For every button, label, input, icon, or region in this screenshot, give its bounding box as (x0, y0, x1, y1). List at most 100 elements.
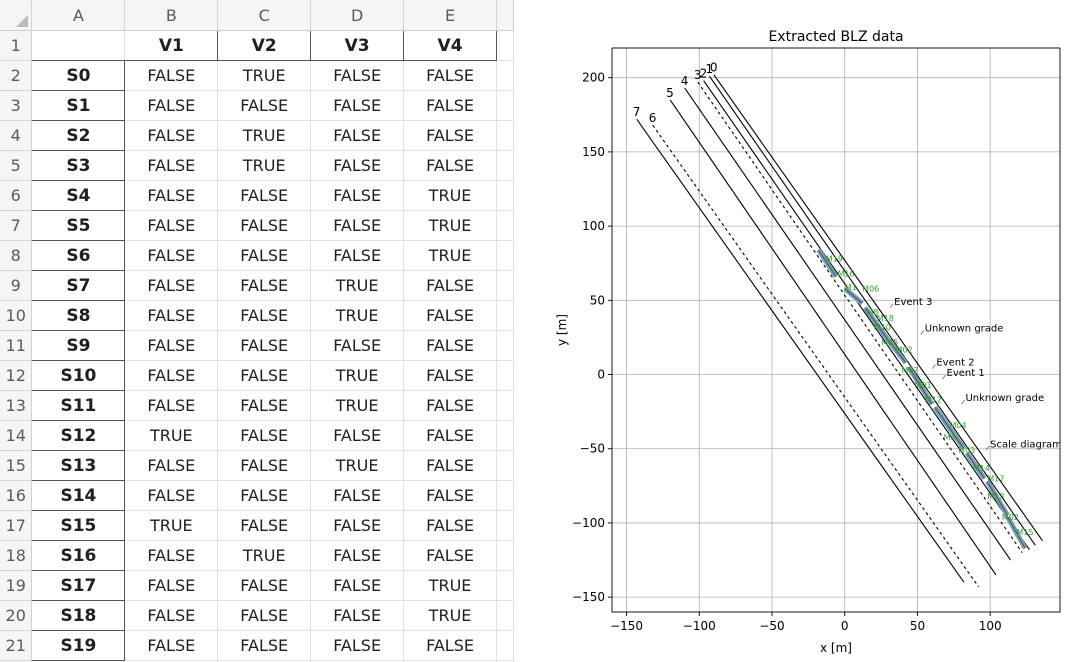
row-header[interactable]: 10 (0, 300, 33, 331)
row-label-cell[interactable]: S14 (31, 480, 126, 511)
data-cell[interactable]: FALSE (217, 480, 312, 511)
data-cell[interactable]: TRUE (124, 420, 219, 451)
data-cell[interactable]: FALSE (217, 390, 312, 421)
data-cell[interactable]: FALSE (217, 300, 312, 331)
row-header[interactable]: 3 (0, 90, 33, 121)
row-label-cell[interactable]: S19 (31, 630, 126, 661)
data-cell[interactable]: FALSE (403, 60, 497, 91)
column-header-extra[interactable] (496, 0, 514, 31)
data-cell[interactable]: FALSE (124, 90, 219, 121)
row-header[interactable]: 14 (0, 420, 33, 451)
data-cell[interactable]: FALSE (310, 90, 405, 121)
data-cell[interactable]: FALSE (403, 330, 497, 361)
cell-extra[interactable] (496, 360, 514, 391)
row-header[interactable]: 20 (0, 600, 33, 631)
data-cell[interactable]: FALSE (124, 240, 219, 271)
header-cell-v2[interactable]: V2 (217, 30, 312, 61)
cell-extra[interactable] (496, 60, 514, 91)
data-cell[interactable]: FALSE (310, 180, 405, 211)
data-cell[interactable]: FALSE (217, 90, 312, 121)
row-header[interactable]: 19 (0, 570, 33, 601)
row-label-cell[interactable]: S5 (31, 210, 126, 241)
data-cell[interactable]: FALSE (124, 180, 219, 211)
empty-cell[interactable] (124, 660, 219, 662)
row-header[interactable]: 17 (0, 510, 33, 541)
row-label-cell[interactable]: S7 (31, 270, 126, 301)
data-cell[interactable]: TRUE (217, 150, 312, 181)
data-cell[interactable]: TRUE (310, 390, 405, 421)
row-label-cell[interactable]: S6 (31, 240, 126, 271)
data-cell[interactable]: FALSE (124, 600, 219, 631)
data-cell[interactable]: FALSE (124, 570, 219, 601)
cell-extra[interactable] (496, 540, 514, 571)
cell-extra[interactable] (496, 420, 514, 451)
data-cell[interactable]: FALSE (217, 600, 312, 631)
empty-cell[interactable] (403, 660, 497, 662)
data-cell[interactable]: TRUE (217, 120, 312, 151)
row-label-cell[interactable]: S4 (31, 180, 126, 211)
data-cell[interactable]: FALSE (217, 510, 312, 541)
data-cell[interactable]: TRUE (403, 600, 497, 631)
row-header[interactable]: 21 (0, 630, 33, 661)
cell-extra[interactable] (496, 450, 514, 481)
data-cell[interactable]: FALSE (310, 600, 405, 631)
data-cell[interactable]: FALSE (217, 420, 312, 451)
data-cell[interactable]: TRUE (217, 60, 312, 91)
data-cell[interactable]: FALSE (403, 450, 497, 481)
cell-extra[interactable] (496, 300, 514, 331)
cell-extra[interactable] (496, 270, 514, 301)
column-header-a[interactable]: A (31, 0, 126, 31)
data-cell[interactable]: FALSE (310, 510, 405, 541)
row-header[interactable]: 22 (0, 660, 33, 662)
empty-cell[interactable] (31, 660, 126, 662)
data-cell[interactable]: FALSE (124, 210, 219, 241)
column-header-b[interactable]: B (124, 0, 219, 31)
cell-extra[interactable] (496, 210, 514, 241)
data-cell[interactable]: FALSE (124, 300, 219, 331)
row-header[interactable]: 6 (0, 180, 33, 211)
data-cell[interactable]: FALSE (403, 480, 497, 511)
data-cell[interactable]: FALSE (310, 120, 405, 151)
data-cell[interactable]: FALSE (217, 240, 312, 271)
data-cell[interactable]: FALSE (124, 480, 219, 511)
data-cell[interactable]: FALSE (217, 570, 312, 601)
data-cell[interactable]: FALSE (124, 120, 219, 151)
row-label-cell[interactable]: S13 (31, 450, 126, 481)
row-label-cell[interactable]: S18 (31, 600, 126, 631)
cell-extra[interactable] (496, 240, 514, 271)
data-cell[interactable]: FALSE (217, 270, 312, 301)
data-cell[interactable]: FALSE (217, 180, 312, 211)
data-cell[interactable]: FALSE (124, 360, 219, 391)
data-cell[interactable]: TRUE (310, 300, 405, 331)
data-cell[interactable]: FALSE (403, 540, 497, 571)
row-header[interactable]: 4 (0, 120, 33, 151)
data-cell[interactable]: FALSE (217, 630, 312, 661)
cell-extra[interactable] (496, 330, 514, 361)
data-cell[interactable]: FALSE (217, 450, 312, 481)
cell-extra[interactable] (496, 90, 514, 121)
cell-extra[interactable] (496, 630, 514, 661)
cell-extra[interactable] (496, 30, 514, 61)
row-header[interactable]: 13 (0, 390, 33, 421)
column-header-d[interactable]: D (310, 0, 405, 31)
data-cell[interactable]: FALSE (124, 270, 219, 301)
row-label-cell[interactable]: S17 (31, 570, 126, 601)
data-cell[interactable]: FALSE (124, 150, 219, 181)
data-cell[interactable]: FALSE (124, 450, 219, 481)
empty-cell[interactable] (217, 660, 312, 662)
row-label-cell[interactable]: S8 (31, 300, 126, 331)
row-header[interactable]: 18 (0, 540, 33, 571)
header-cell-v1[interactable]: V1 (124, 30, 219, 61)
data-cell[interactable]: TRUE (124, 510, 219, 541)
row-header[interactable]: 9 (0, 270, 33, 301)
cell-extra[interactable] (496, 480, 514, 511)
header-cell-v4[interactable]: V4 (403, 30, 497, 61)
row-header[interactable]: 11 (0, 330, 33, 361)
data-cell[interactable]: TRUE (310, 360, 405, 391)
data-cell[interactable]: FALSE (124, 540, 219, 571)
cell-extra[interactable] (496, 600, 514, 631)
data-cell[interactable]: FALSE (403, 150, 497, 181)
data-cell[interactable]: FALSE (310, 60, 405, 91)
data-cell[interactable]: FALSE (217, 360, 312, 391)
data-cell[interactable]: FALSE (310, 210, 405, 241)
